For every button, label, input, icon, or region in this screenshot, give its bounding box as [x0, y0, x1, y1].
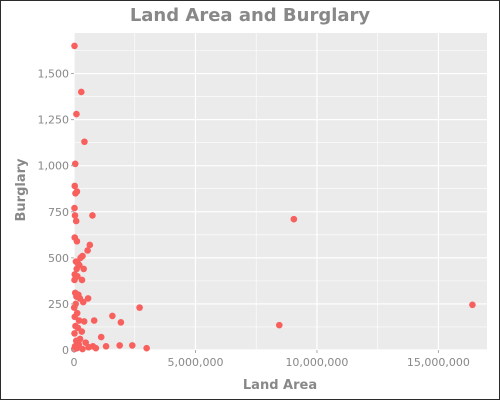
data-point	[136, 304, 143, 311]
data-point	[275, 321, 283, 329]
x-axis-ticks: 0 5,000,000 10,000,000 15,000,000	[71, 350, 470, 369]
data-point	[79, 298, 87, 306]
data-point	[84, 295, 92, 302]
data-point	[70, 304, 78, 311]
data-point	[79, 345, 86, 353]
data-point	[90, 317, 98, 324]
data-point	[129, 342, 136, 349]
data-point	[75, 317, 83, 324]
data-point	[80, 265, 88, 273]
y-axis-label: Burglary	[14, 158, 29, 222]
y-axis-ticks: 0 250 500 750 1,000 1,250 1,500	[38, 68, 74, 357]
data-point	[75, 341, 83, 348]
data-point	[73, 110, 80, 118]
x-tick-label: 0	[71, 356, 78, 369]
data-point	[71, 330, 78, 337]
data-point	[78, 328, 86, 335]
y-tick-label: 750	[48, 206, 69, 219]
y-tick-label: 0	[62, 344, 69, 357]
plot-panel	[74, 33, 487, 350]
data-point	[290, 215, 298, 223]
data-point	[81, 138, 88, 146]
data-point	[71, 42, 78, 50]
data-point	[73, 265, 80, 273]
data-point	[71, 182, 79, 190]
data-point	[73, 237, 81, 245]
y-tick-label: 1,500	[38, 68, 70, 81]
data-point	[78, 276, 86, 284]
data-point	[84, 247, 91, 254]
y-tick-label: 250	[48, 298, 69, 311]
data-point	[117, 319, 125, 326]
y-tick-label: 1,000	[38, 160, 70, 173]
data-point	[71, 276, 78, 284]
data-point	[70, 345, 78, 353]
data-point	[72, 190, 79, 197]
data-point	[71, 204, 78, 212]
data-point	[92, 344, 100, 352]
data-point	[89, 212, 96, 219]
x-axis-label: Land Area	[243, 378, 317, 393]
data-point	[72, 217, 80, 225]
y-tick-label: 1,250	[38, 114, 70, 127]
data-point	[80, 318, 88, 325]
data-point	[71, 212, 79, 219]
data-point	[71, 313, 79, 321]
x-tick-label: 5,000,000	[167, 356, 223, 369]
data-point	[77, 88, 85, 96]
data-point	[77, 254, 84, 262]
data-point	[97, 333, 105, 341]
data-point	[143, 344, 150, 352]
chart-title: Land Area and Burglary	[130, 5, 371, 26]
data-point	[86, 241, 94, 249]
data-point	[102, 343, 110, 350]
data-point	[109, 312, 116, 320]
y-tick-label: 500	[48, 252, 69, 265]
data-point	[469, 301, 476, 309]
x-tick-label: 15,000,000	[407, 356, 470, 369]
data-points	[70, 42, 476, 353]
x-tick-label: 10,000,000	[285, 356, 348, 369]
data-point	[116, 342, 123, 349]
